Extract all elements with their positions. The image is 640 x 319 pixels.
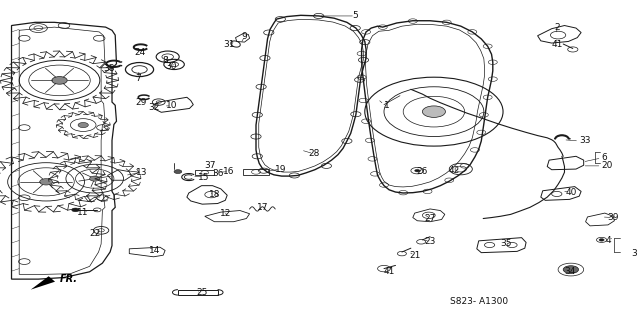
Text: 32: 32 [148,103,159,112]
Circle shape [90,176,100,181]
Text: 33: 33 [579,137,591,145]
Text: 38: 38 [103,64,115,73]
Text: 3: 3 [631,249,637,258]
Text: 15: 15 [198,173,209,182]
Text: S823- A1300: S823- A1300 [450,297,508,306]
Text: 9: 9 [242,32,247,41]
Text: 41: 41 [551,40,563,48]
Text: 10: 10 [166,101,177,110]
Circle shape [174,170,182,174]
Text: 39: 39 [607,213,619,222]
Text: 18: 18 [209,190,220,199]
Text: 21: 21 [409,251,420,260]
Text: 28: 28 [308,149,319,158]
Text: 27: 27 [424,214,436,223]
Text: 4: 4 [605,236,611,245]
Text: 8: 8 [163,56,168,65]
Text: 13: 13 [136,168,148,177]
Text: 30: 30 [166,63,177,71]
Text: 36: 36 [212,169,223,178]
Text: 12: 12 [220,209,231,218]
Text: FR.: FR. [60,274,77,285]
Text: 23: 23 [424,237,436,246]
Circle shape [563,266,579,273]
Text: 24: 24 [134,48,145,57]
Text: 16: 16 [223,167,235,176]
Circle shape [422,106,445,117]
Text: 29: 29 [135,98,147,107]
Bar [195,170,214,175]
Circle shape [52,77,67,84]
Text: 42: 42 [449,166,460,175]
Text: 41: 41 [383,267,395,276]
Text: 1: 1 [384,101,390,110]
Text: 17: 17 [257,204,268,212]
Text: 35: 35 [500,239,511,248]
Polygon shape [31,276,55,290]
Text: 7: 7 [135,74,140,83]
Circle shape [40,179,52,185]
Text: 6: 6 [602,153,607,162]
Text: 14: 14 [149,246,161,255]
Text: 22: 22 [89,229,100,238]
Text: 37: 37 [204,161,216,170]
Text: 34: 34 [564,267,575,276]
Text: 26: 26 [417,167,428,176]
Text: 31: 31 [223,40,235,49]
Text: 5: 5 [353,11,358,20]
Text: 40: 40 [565,188,577,197]
Text: 20: 20 [602,161,613,170]
Circle shape [78,122,88,128]
Text: 11: 11 [77,208,89,217]
Text: 25: 25 [196,288,207,297]
Text: 19: 19 [275,165,286,174]
Text: 2: 2 [554,23,559,32]
Circle shape [72,208,79,212]
Circle shape [599,239,604,241]
Circle shape [415,169,420,172]
